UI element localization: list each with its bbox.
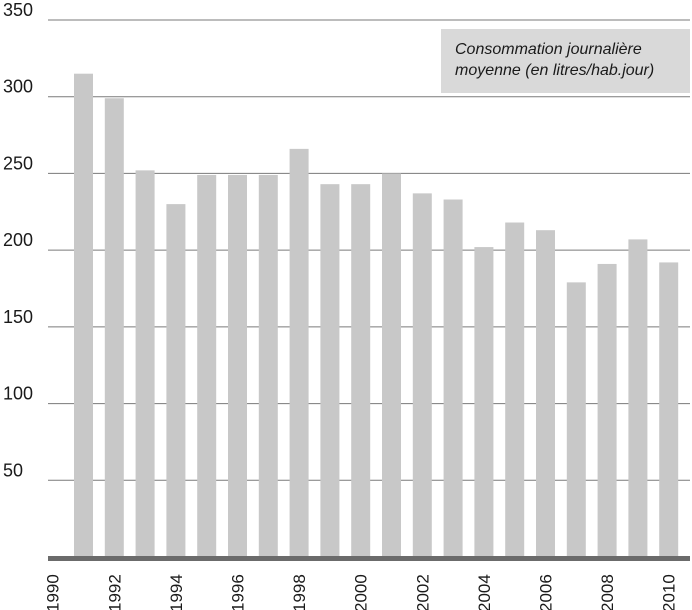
y-tick-label-300: 300	[3, 77, 33, 97]
legend-box	[441, 29, 690, 93]
x-tick-label-1998: 1998	[290, 574, 309, 610]
bar-2000	[351, 184, 371, 557]
bar-1996	[228, 174, 247, 558]
bar-1999	[320, 184, 340, 557]
y-tick-label-150: 150	[3, 307, 33, 327]
y-tick-label-50: 50	[3, 460, 23, 480]
x-tick-label-1994: 1994	[167, 574, 186, 610]
x-tick-label-2000: 2000	[352, 574, 371, 610]
y-tick-label-250: 250	[3, 153, 33, 173]
bar-1998	[289, 148, 309, 557]
y-axis-tick-labels: 50 100 150 200 250 300 350	[3, 0, 33, 480]
bar-1992	[104, 98, 124, 558]
bar-2010	[659, 262, 679, 557]
bars	[74, 73, 679, 558]
x-axis-line	[48, 556, 690, 561]
y-tick-label-350: 350	[3, 0, 33, 20]
x-tick-label-1992: 1992	[105, 574, 124, 610]
x-tick-label-2010: 2010	[660, 574, 679, 610]
bar-1994	[166, 204, 186, 557]
x-tick-label-1996: 1996	[229, 574, 248, 610]
y-tick-label-100: 100	[3, 384, 33, 404]
x-tick-label-2002: 2002	[413, 574, 432, 610]
x-tick-label-1990: 1990	[44, 574, 63, 610]
bar-2005	[505, 222, 525, 558]
bar-2009	[628, 239, 648, 557]
legend-line-2: moyenne (en litres/hab.jour)	[455, 62, 654, 79]
bar-2003	[443, 199, 463, 557]
bar-2002	[412, 193, 432, 557]
bar-2007	[566, 282, 586, 557]
bar-1995	[197, 174, 217, 558]
bar-1997	[258, 174, 278, 558]
bar-1991	[74, 73, 93, 558]
x-tick-label-2008: 2008	[598, 574, 617, 610]
legend: Consommation journalière moyenne (en lit…	[441, 29, 690, 93]
bar-2008	[597, 263, 617, 557]
bar-2004	[474, 247, 494, 557]
x-axis-tick-labels: 1990 1992 1994 1996 1998 2000 2002 2004 2006 2008…	[44, 574, 679, 610]
bar-2001	[382, 173, 401, 558]
bar-2006	[536, 230, 555, 558]
y-tick-label-200: 200	[3, 230, 33, 250]
x-tick-label-2004: 2004	[475, 574, 494, 610]
legend-line-1: Consommation journalière	[455, 41, 642, 58]
x-tick-label-2006: 2006	[537, 574, 556, 610]
bar-1993	[135, 170, 155, 558]
